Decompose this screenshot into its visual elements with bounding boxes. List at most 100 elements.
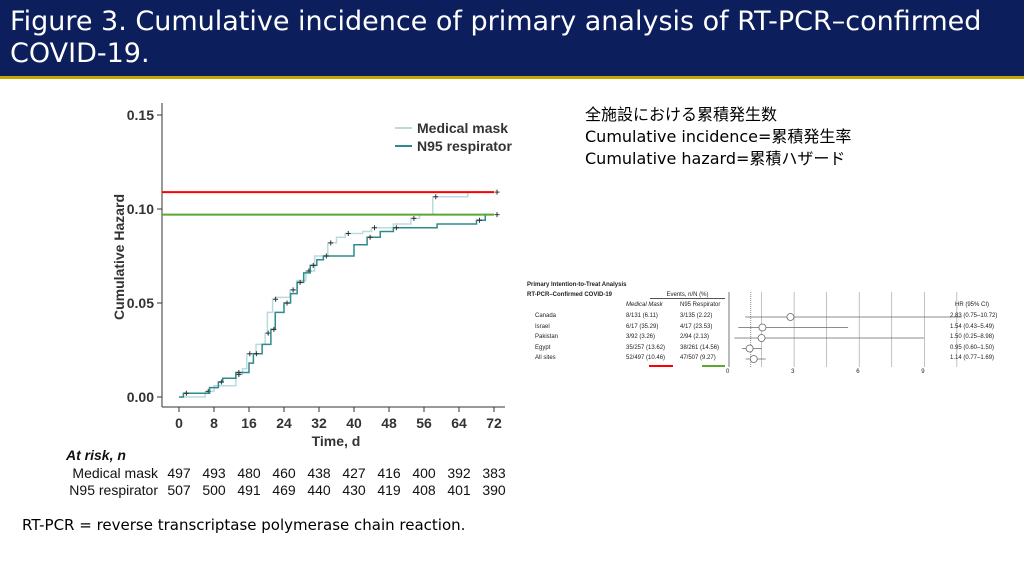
- at-risk-value: 430: [342, 482, 366, 498]
- censor-mark: [494, 212, 500, 218]
- censor-mark: [273, 296, 279, 302]
- censor-mark: [477, 217, 482, 223]
- censor-mark: [393, 225, 399, 231]
- hr-marker: [749, 355, 758, 363]
- x-tick-label: 56: [416, 415, 432, 431]
- forest-subheading: RT-PCR–Confirmed COVID-19: [527, 292, 613, 298]
- censor-mark: [253, 351, 259, 357]
- censor-mark: [494, 189, 500, 195]
- y-axis-label: Cumulative Hazard: [111, 194, 127, 320]
- forest-row-n95: 4/17 (23.53): [680, 323, 713, 330]
- at-risk-label: At risk, n: [66, 447, 126, 463]
- events-label: Events, n/N (%): [650, 292, 725, 299]
- y-tick-label: 0.15: [127, 107, 154, 123]
- legend-label: Medical mask: [417, 120, 508, 136]
- forest-row-hr: 0.95 (0.60–1.50): [950, 344, 995, 351]
- forest-row-hr: 2.83 (0.75–10.72): [950, 313, 998, 319]
- at-risk-value: 400: [412, 465, 436, 481]
- at-risk-value: 507: [167, 482, 191, 498]
- censor-mark: [310, 262, 316, 268]
- note-3: Cumulative hazard=累積ハザード: [585, 149, 846, 168]
- censor-mark: [433, 194, 439, 200]
- hr-marker: [745, 344, 754, 353]
- censor-mark: [323, 253, 329, 259]
- censor-mark: [247, 351, 253, 357]
- at-risk-value: 438: [307, 465, 331, 481]
- censor-mark: [236, 370, 242, 376]
- at-risk-row-label: Medical mask: [72, 465, 158, 481]
- forest-row-hr: 1.50 (0.25–8.98): [950, 334, 995, 340]
- hr-marker: [786, 313, 795, 321]
- at-risk-value: 480: [237, 465, 261, 481]
- censor-mark: [290, 287, 296, 293]
- at-risk-value: 392: [447, 465, 471, 481]
- forest-tick-label: 6: [856, 369, 860, 375]
- x-tick-label: 32: [311, 415, 327, 431]
- x-tick-label: 0: [175, 415, 183, 431]
- legend-label: N95 respirator: [417, 138, 512, 154]
- forest-row-hr: 1.54 (0.43–5.49): [950, 323, 995, 330]
- forest-tick-label: 3: [791, 369, 795, 375]
- at-risk-value: 401: [447, 482, 471, 498]
- censor-mark: [183, 390, 189, 396]
- at-risk-value: 469: [272, 482, 296, 498]
- forest-heading: Primary Intention-to-Treat Analysis: [527, 282, 627, 288]
- at-risk-value: 390: [482, 482, 506, 498]
- col-medical-mask: Medical Mask: [626, 302, 663, 308]
- at-risk-value: 460: [272, 465, 296, 481]
- forest-tick-label: 9: [921, 369, 925, 375]
- forest-row-medical-mask: 3/92 (3.26): [626, 334, 656, 340]
- censor-mark: [328, 240, 334, 246]
- hr-marker: [757, 334, 766, 342]
- at-risk-value: 497: [167, 465, 191, 481]
- forest-row-site: Egypt: [535, 344, 551, 351]
- forest-tick-label: 0: [726, 369, 730, 375]
- at-risk-value: 408: [412, 482, 436, 498]
- at-risk-value: 440: [307, 482, 331, 498]
- forest-row-n95: 2/94 (2.13): [680, 334, 710, 340]
- forest-row-site: Canada: [535, 313, 557, 319]
- y-tick-label: 0.05: [127, 295, 154, 311]
- series-line-n95: [179, 213, 494, 398]
- forest-row-medical-mask: 52/497 (10.46): [626, 355, 666, 361]
- forest-row-medical-mask: 8/131 (6.11): [626, 313, 658, 319]
- series-line-medical-mask: [179, 191, 494, 398]
- notes: 全施設における累積発生数 Cumulative incidence=累積発生率 …: [585, 104, 851, 170]
- censor-mark: [218, 379, 224, 385]
- censor-mark: [265, 330, 271, 336]
- forest-row-medical-mask: 35/257 (13.62): [626, 344, 666, 351]
- censor-mark: [284, 300, 290, 306]
- x-tick-label: 40: [346, 415, 362, 431]
- at-risk-value: 416: [377, 465, 401, 481]
- x-tick-label: 64: [451, 415, 467, 431]
- y-tick-label: 0.00: [127, 389, 154, 405]
- at-risk-value: 427: [342, 465, 366, 481]
- forest-row-n95: 3/135 (2.22): [680, 313, 713, 319]
- x-tick-label: 48: [381, 415, 397, 431]
- forest-row-n95: 47/507 (9.27): [680, 355, 716, 361]
- censor-mark: [411, 215, 417, 221]
- forest-row-site: All sites: [535, 355, 556, 361]
- censor-mark: [271, 326, 277, 332]
- forest-row-medical-mask: 6/17 (35.29): [626, 323, 659, 330]
- title-underline: [0, 76, 1024, 79]
- x-axis-label: Time, d: [312, 433, 361, 449]
- forest-row-site: Israel: [535, 323, 550, 330]
- x-tick-label: 72: [486, 415, 502, 431]
- x-tick-label: 8: [210, 415, 218, 431]
- col-n95: N95 Respirator: [680, 302, 721, 308]
- at-risk-value: 493: [202, 465, 226, 481]
- at-risk-row-label: N95 respirator: [69, 482, 158, 498]
- y-tick-label: 0.10: [127, 201, 154, 217]
- forest-row-n95: 38/261 (14.56): [680, 344, 720, 351]
- hr-marker: [758, 323, 767, 332]
- x-tick-label: 16: [241, 415, 257, 431]
- x-tick-label: 24: [276, 415, 292, 431]
- censor-mark: [297, 279, 303, 285]
- col-hr: HR (95% CI): [955, 302, 990, 308]
- at-risk-value: 383: [482, 465, 506, 481]
- censor-mark: [372, 225, 377, 231]
- at-risk-value: 500: [202, 482, 226, 498]
- note-1: 全施設における累積発生数: [585, 105, 778, 124]
